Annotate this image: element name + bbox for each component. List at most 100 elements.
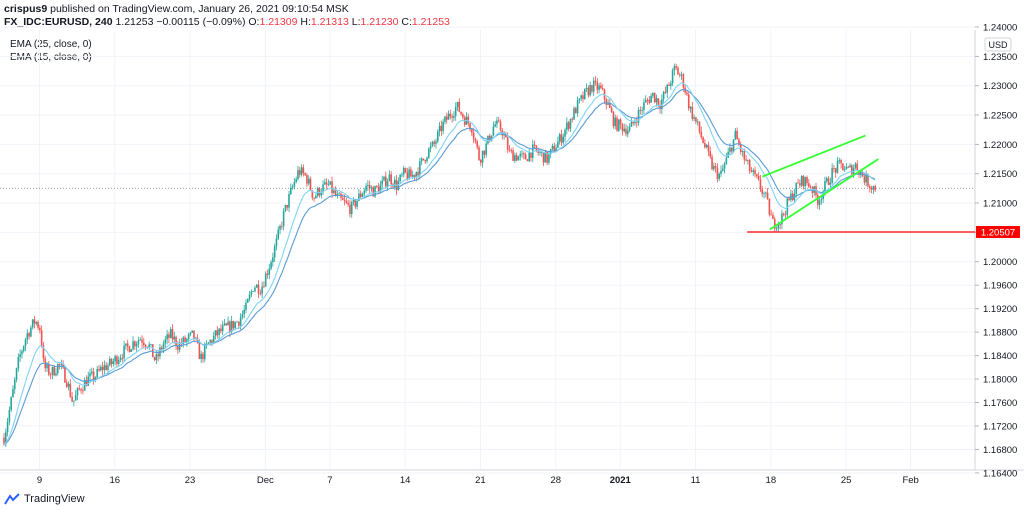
candle-body	[675, 66, 677, 68]
candle-body	[272, 257, 274, 263]
symbol-name: FX_IDC:EURUSD, 240	[4, 16, 113, 28]
candle-body	[580, 95, 582, 99]
candle-body	[797, 182, 799, 184]
tradingview-logo[interactable]: TradingView	[4, 493, 85, 505]
candle-body	[546, 151, 548, 163]
time-tick-label: 7	[327, 475, 332, 486]
candle-body	[318, 188, 321, 196]
candle-body	[266, 273, 269, 275]
candle-body	[406, 172, 409, 180]
candle-body	[562, 136, 565, 143]
candle-body	[716, 167, 719, 179]
candle-body	[548, 154, 550, 163]
candle-body	[114, 356, 116, 362]
price-tick-label: 1.16400	[983, 468, 1017, 479]
candle-body	[306, 174, 308, 184]
price-axis-labels: 1.16400 1.16800 1.17200 1.17600 1.18000 1.184…	[975, 23, 1017, 479]
candle-body	[134, 341, 136, 347]
candle-body	[189, 332, 192, 335]
indicator-ema15-label[interactable]: EMA (15, close, 0)	[10, 52, 92, 63]
candle-body	[843, 169, 846, 171]
publish-header: crispus9 published on TradingView.com, J…	[4, 3, 349, 15]
candle-body	[166, 334, 168, 340]
candle-body	[691, 106, 694, 119]
candle-body	[788, 198, 790, 200]
candle-body	[539, 152, 541, 154]
candle-body	[374, 186, 376, 197]
candle-body	[696, 121, 699, 123]
candle-body	[747, 159, 749, 161]
candle-body	[808, 183, 810, 187]
candle-body	[196, 337, 199, 343]
candle-body	[680, 74, 683, 76]
candle-body	[65, 382, 68, 387]
candle-body	[164, 339, 167, 344]
candle-body	[264, 273, 267, 287]
candle-body	[438, 125, 441, 132]
candle-body	[743, 151, 746, 160]
candle-body	[569, 119, 572, 129]
candle-body	[69, 383, 72, 397]
candle-body	[781, 213, 783, 225]
chart-grid	[0, 26, 975, 474]
last-price: 1.21253	[115, 16, 154, 28]
candle-body	[592, 80, 595, 92]
candle-body	[628, 126, 631, 131]
candle-body	[98, 369, 100, 371]
candle-body	[331, 181, 333, 193]
candle-body	[128, 346, 131, 353]
close-label: C:	[401, 16, 412, 28]
candle-body	[91, 371, 93, 374]
candle-body	[302, 167, 305, 174]
candle-body	[533, 144, 536, 146]
candle-body	[609, 102, 611, 108]
candle-body	[58, 363, 61, 365]
candle-body	[277, 229, 280, 239]
candle-body	[874, 186, 876, 191]
candle-body	[695, 117, 697, 122]
candle-body	[700, 131, 703, 138]
candle-body	[634, 121, 636, 124]
candle-body	[517, 156, 520, 161]
candle-body	[713, 165, 715, 170]
candle-body	[42, 345, 45, 359]
candle-body	[670, 83, 672, 86]
candle-body	[506, 137, 509, 150]
candle-body	[420, 158, 423, 162]
candle-body	[499, 121, 502, 131]
candle-body	[123, 345, 125, 359]
time-tick-label: 18	[766, 475, 777, 486]
candle-body	[121, 357, 124, 359]
candle-body	[752, 170, 755, 172]
candle-body	[510, 150, 513, 151]
indicator-ema25-label[interactable]: EMA (25, close, 0)	[10, 39, 92, 50]
candle-body	[542, 151, 545, 163]
candle-body	[270, 262, 272, 269]
candle-body	[589, 85, 591, 96]
candle-body	[182, 337, 185, 345]
time-tick-label: 28	[550, 475, 561, 486]
candle-body	[494, 124, 496, 127]
candle-body	[428, 148, 430, 158]
candle-body	[870, 188, 873, 190]
candle-body	[143, 342, 145, 346]
candle-body	[750, 170, 753, 172]
author-name[interactable]: crispus9	[4, 3, 48, 15]
ema15-line	[3, 82, 876, 445]
candle-body	[449, 113, 452, 117]
candle-body	[248, 294, 251, 300]
candle-body	[610, 107, 613, 113]
candle-body	[82, 390, 84, 392]
candle-body	[530, 152, 532, 158]
candle-body	[279, 226, 281, 230]
candle-body	[376, 186, 378, 187]
candle-body	[252, 291, 254, 292]
candle-body	[702, 137, 704, 143]
candle-body	[10, 397, 12, 410]
candle-body	[184, 337, 186, 343]
candle-body	[125, 343, 127, 346]
candle-body	[232, 320, 235, 329]
low-label: L:	[351, 16, 361, 28]
candle-body	[745, 159, 747, 161]
